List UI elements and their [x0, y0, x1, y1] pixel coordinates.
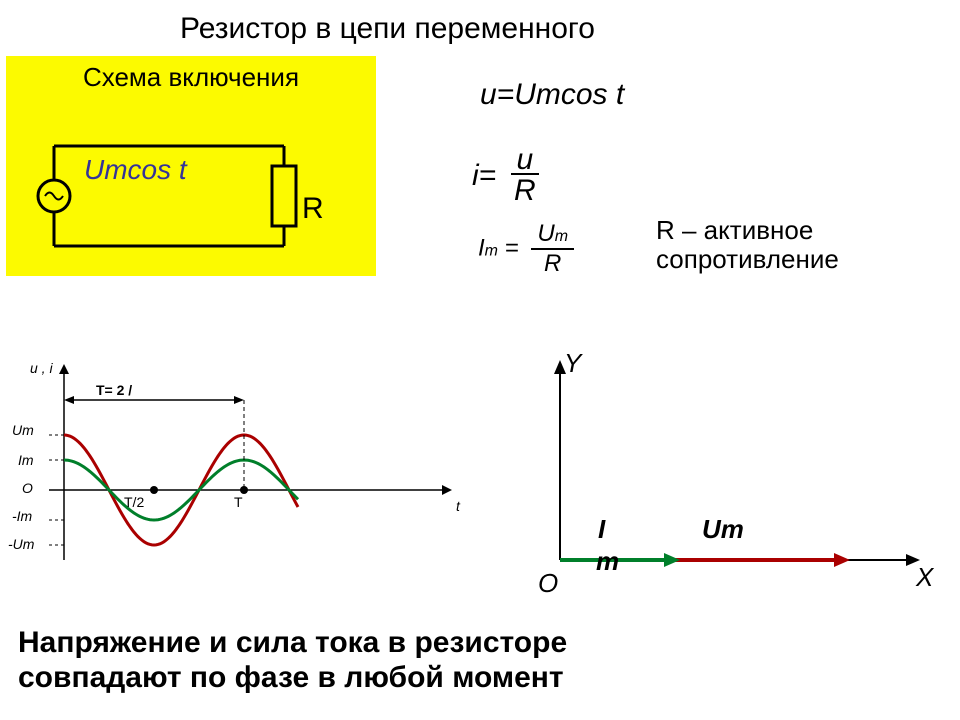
phasor-im-label-2: m	[596, 546, 619, 577]
wave-period-label: T= 2 /	[96, 382, 132, 398]
eq2-lhs: i=	[472, 162, 496, 189]
phasor-svg	[520, 350, 940, 610]
phasor-origin-label: O	[538, 568, 558, 599]
eq2-numerator: u	[511, 146, 540, 175]
schema-panel: Схема включения Umcos t R	[6, 56, 376, 276]
wave-neg-im-label: -Im	[12, 508, 32, 524]
waveform-chart: u , i T= 2 / Um Im O -Im -Um T/2 T t	[6, 360, 486, 590]
wave-neg-um-label: -Um	[8, 536, 34, 552]
eq3-denominator: R	[531, 250, 574, 276]
note-line2: сопротивление	[656, 244, 839, 274]
wave-thalf-label: T/2	[124, 494, 144, 510]
circuit-voltage-label: Umcos t	[84, 154, 187, 186]
eq3-I: I	[478, 234, 485, 261]
circuit-diagram	[34, 96, 354, 266]
schema-title: Схема включения	[6, 56, 376, 93]
wave-t-axis-label: t	[456, 498, 460, 514]
circuit-r-label: R	[302, 192, 324, 226]
eq3-I-sub: m	[485, 242, 498, 259]
phasor-um-label: Um	[702, 514, 744, 545]
eq3-U-sub: m	[555, 228, 568, 245]
wave-um-label: Um	[12, 422, 34, 438]
wave-origin-label: O	[22, 480, 33, 496]
conclusion-text: Напряжение и сила тока в резисторе совпа…	[18, 626, 567, 695]
page-title: Резистор в цепи переменного	[180, 12, 595, 46]
wave-im-label: Im	[18, 452, 34, 468]
eq3-equals: =	[498, 234, 525, 261]
equation-current: i= u R	[472, 146, 539, 204]
phasor-im-label-1: I	[598, 514, 605, 545]
phasor-y-label: Y	[564, 348, 581, 379]
wave-ui-label: u , i	[30, 360, 53, 376]
equation-voltage: u=Umcos t	[480, 78, 624, 112]
eq3-U: U	[537, 220, 554, 247]
resistance-note: R – активное сопротивление	[656, 216, 839, 273]
eq2-denominator: R	[511, 175, 540, 204]
phasor-diagram: Y X O I m Um	[520, 350, 940, 610]
bottom-line1: Напряжение и сила тока в резисторе	[18, 626, 567, 659]
bottom-line2: совпадают по фазе в любой момент	[18, 661, 564, 694]
wave-t-label: T	[234, 494, 243, 510]
equation-amplitude: Im = Um R	[478, 222, 574, 276]
note-line1: R – активное	[656, 215, 813, 245]
phasor-x-label: X	[916, 562, 933, 593]
waveform-svg	[6, 360, 486, 590]
